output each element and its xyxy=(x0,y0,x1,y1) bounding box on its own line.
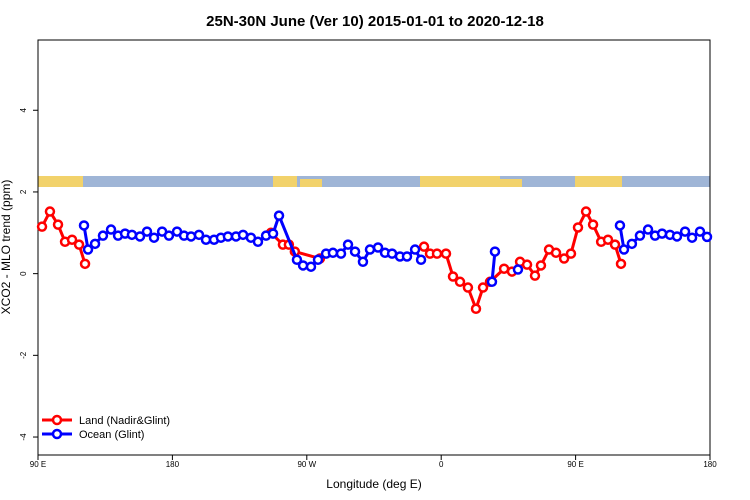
data-point xyxy=(634,230,646,241)
data-point xyxy=(312,254,324,266)
data-point xyxy=(66,234,78,245)
data-point xyxy=(357,256,369,268)
y-axis-label: XCO2 - MLO trend (ppm) xyxy=(0,180,13,315)
data-point xyxy=(222,231,234,242)
map-land xyxy=(300,179,322,187)
data-point xyxy=(486,276,498,288)
data-point xyxy=(200,234,212,245)
data-point xyxy=(656,228,668,239)
data-point xyxy=(291,254,303,266)
data-point xyxy=(418,241,430,252)
map-land xyxy=(575,176,622,187)
data-point xyxy=(273,210,285,221)
data-point xyxy=(349,246,361,257)
map-ocean xyxy=(38,176,710,187)
map-land xyxy=(500,179,522,187)
data-point xyxy=(141,226,153,237)
data-point xyxy=(73,239,85,250)
data-point xyxy=(521,259,533,270)
data-point xyxy=(193,229,205,241)
legend-label: Ocean (Glint) xyxy=(79,429,144,441)
data-point xyxy=(364,244,376,255)
data-point xyxy=(89,238,101,250)
x-tick-label: 180 xyxy=(703,460,717,469)
x-tick-label: 90 W xyxy=(297,460,316,469)
data-point xyxy=(82,244,94,255)
plot-frame xyxy=(37,39,711,456)
data-point xyxy=(79,258,91,270)
legend-marker xyxy=(51,428,63,440)
data-point xyxy=(642,224,654,235)
data-point xyxy=(105,224,117,235)
map-land xyxy=(38,176,83,187)
data-point xyxy=(618,244,630,255)
map-strip xyxy=(38,176,710,187)
y-tick-label: 0 xyxy=(19,271,28,276)
data-point xyxy=(602,234,614,245)
data-point xyxy=(572,222,584,233)
data-point xyxy=(447,271,459,282)
data-point xyxy=(671,231,683,242)
data-point xyxy=(609,239,621,250)
data-point xyxy=(305,261,317,272)
data-point xyxy=(462,282,474,293)
data-point xyxy=(587,219,599,230)
data-point xyxy=(580,206,592,217)
data-point xyxy=(163,230,175,241)
data-point xyxy=(36,221,48,232)
data-point xyxy=(335,248,347,259)
x-tick-label: 90 E xyxy=(567,460,583,469)
data-point xyxy=(489,246,501,257)
data-point xyxy=(614,220,626,231)
data-point xyxy=(372,242,384,253)
data-point xyxy=(550,247,562,259)
data-point xyxy=(558,253,570,264)
data-point xyxy=(565,248,577,259)
x-tick-label: 0 xyxy=(439,460,444,469)
data-point xyxy=(409,244,421,255)
data-point xyxy=(470,303,482,315)
data-point xyxy=(148,232,160,243)
data-point xyxy=(415,254,427,266)
data-point xyxy=(134,231,146,242)
data-point xyxy=(454,276,466,288)
data-point xyxy=(97,230,109,241)
data-point xyxy=(126,229,138,241)
data-point xyxy=(297,260,309,271)
chart-title: 25N-30N June (Ver 10) 2015-01-01 to 2020… xyxy=(206,13,544,30)
x-tick-label: 180 xyxy=(166,460,180,469)
data-point xyxy=(626,238,638,250)
data-point xyxy=(440,248,452,259)
series-line xyxy=(40,208,623,314)
y-tick-label: -4 xyxy=(19,433,28,441)
data-point xyxy=(267,228,279,239)
map-land xyxy=(420,176,500,187)
y-tick-label: -2 xyxy=(19,351,28,359)
data-point xyxy=(529,270,541,281)
data-point xyxy=(327,247,339,259)
legend-marker xyxy=(51,414,63,426)
data-point xyxy=(78,220,90,231)
data-point xyxy=(431,248,443,259)
data-point xyxy=(401,251,413,262)
data-point xyxy=(477,282,489,293)
legend-label: Land (Nadir&Glint) xyxy=(79,415,170,427)
data-point xyxy=(342,239,354,250)
x-axis-label: Longitude (deg E) xyxy=(326,477,421,491)
data-point xyxy=(679,226,691,237)
y-tick-label: 2 xyxy=(19,189,28,194)
data-point xyxy=(252,236,264,248)
map-land xyxy=(273,176,297,187)
data-point xyxy=(686,232,698,243)
data-point xyxy=(615,258,627,270)
data-point xyxy=(535,260,547,271)
data-point xyxy=(701,231,713,243)
data-point xyxy=(694,226,706,237)
data-point xyxy=(44,206,56,217)
y-tick-label: 4 xyxy=(19,107,28,112)
data-point xyxy=(52,219,64,230)
x-tick-label: 90 E xyxy=(30,460,46,469)
data-point xyxy=(512,264,524,275)
